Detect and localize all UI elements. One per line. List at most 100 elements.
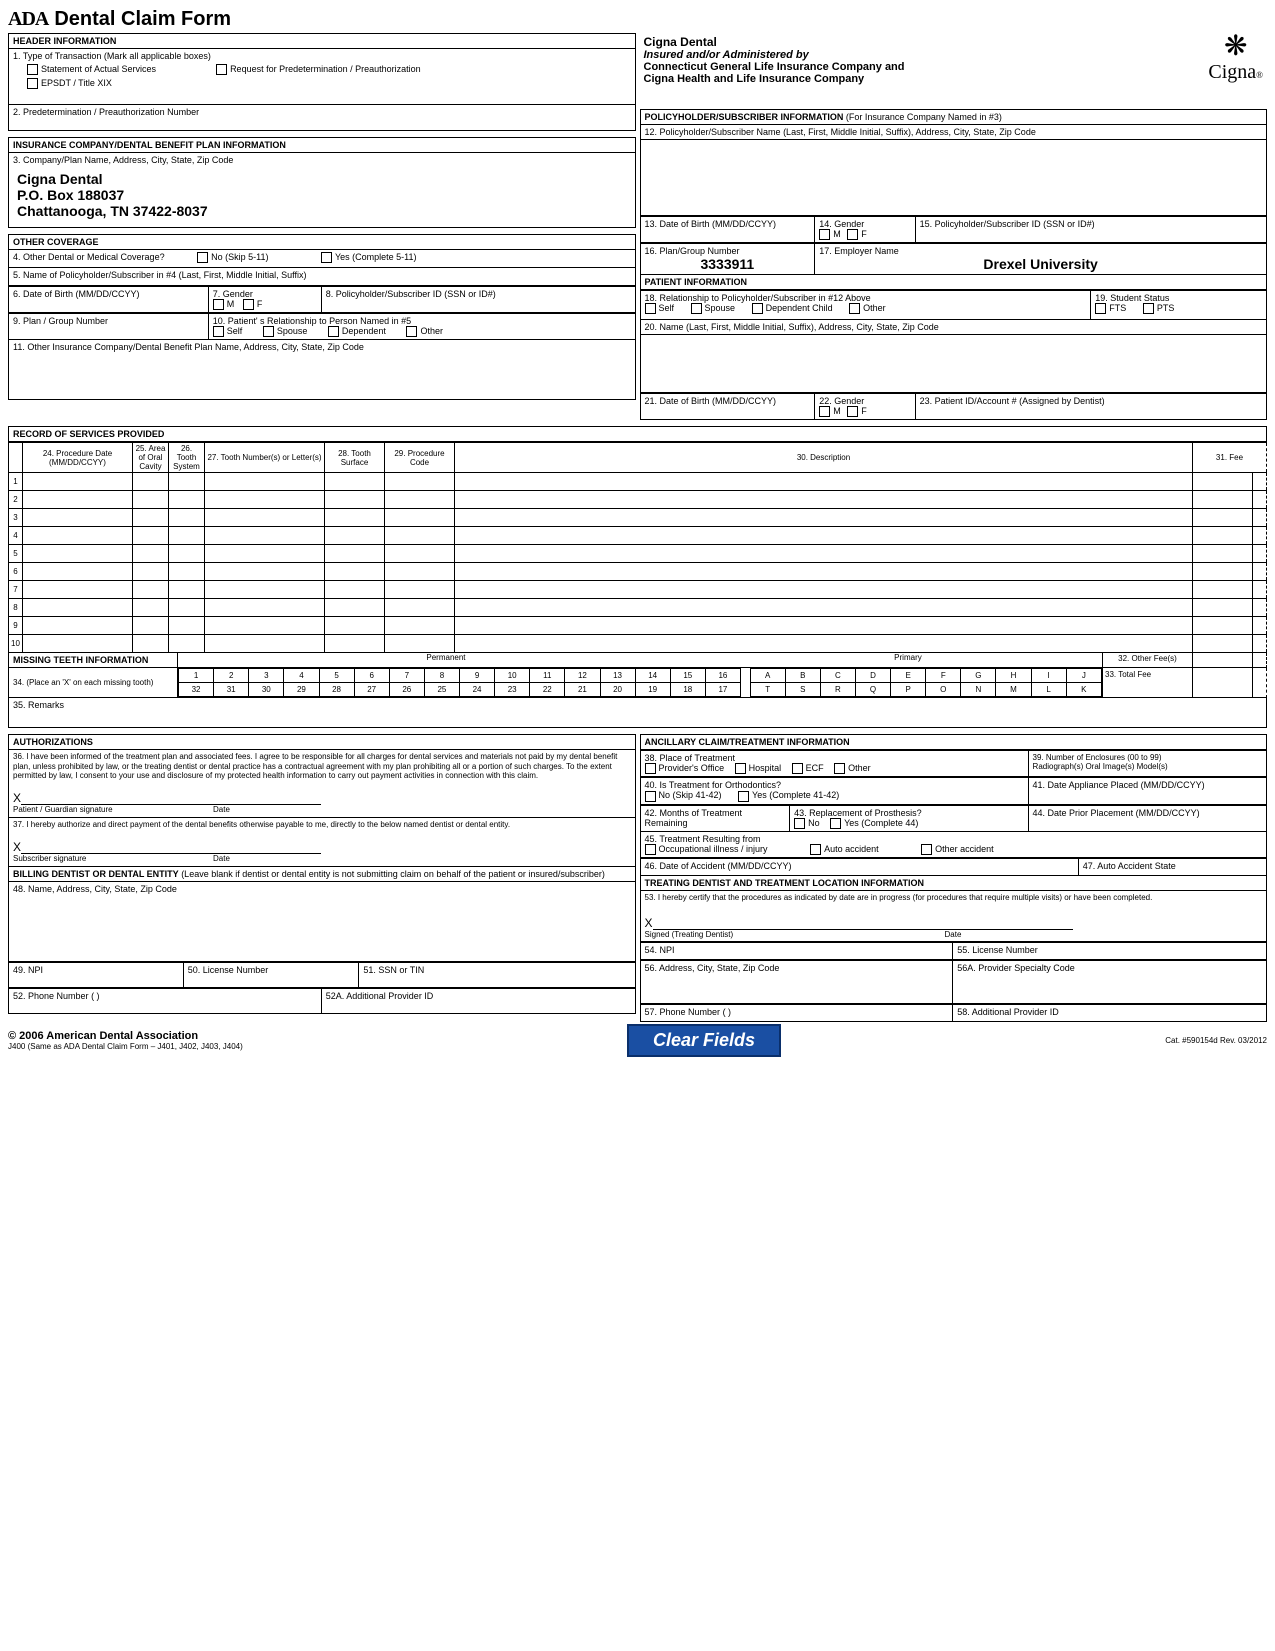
table-row[interactable]: 2 <box>9 491 1267 509</box>
chk-q22-m[interactable] <box>819 406 830 417</box>
chk-q45-other[interactable] <box>921 844 932 855</box>
chk-q19-fts[interactable] <box>1095 303 1106 314</box>
table-row[interactable]: 9 <box>9 617 1267 635</box>
treating-signature-line[interactable] <box>653 918 1073 930</box>
teeth-grid[interactable]: 12345678910111213141516ABCDEFGHIJ 323130… <box>178 668 1102 697</box>
chk-q10-spouse[interactable] <box>263 326 274 337</box>
clear-fields-button[interactable]: Clear Fields <box>627 1024 781 1057</box>
table-row[interactable]: 6 <box>9 563 1267 581</box>
table-row[interactable]: 1 <box>9 473 1267 491</box>
ins-plan-section-title: INSURANCE COMPANY/DENTAL BENEFIT PLAN IN… <box>8 137 636 153</box>
q46-box[interactable]: 46. Date of Accident (MM/DD/CCYY) <box>640 858 1079 876</box>
chk-q43-no[interactable] <box>794 818 805 829</box>
q5-box[interactable]: 5. Name of Policyholder/Subscriber in #4… <box>8 268 636 286</box>
chk-q43-yes[interactable] <box>830 818 841 829</box>
q16-label: 16. Plan/Group Number <box>645 246 811 256</box>
q48-box[interactable]: 48. Name, Address, City, State, Zip Code <box>8 882 636 962</box>
chk-q7-m[interactable] <box>213 299 224 310</box>
q11-box[interactable]: 11. Other Insurance Company/Dental Benef… <box>8 340 636 400</box>
q12-box[interactable] <box>640 140 1268 216</box>
chk-q18-other[interactable] <box>849 303 860 314</box>
chk-q10-other[interactable] <box>406 326 417 337</box>
q21-box[interactable]: 21. Date of Birth (MM/DD/CCYY) <box>640 393 816 420</box>
chk-q14-f[interactable] <box>847 229 858 240</box>
table-row[interactable]: 3 <box>9 509 1267 527</box>
q8-box[interactable]: 8. Policyholder/Subscriber ID (SSN or ID… <box>322 286 636 313</box>
table-row[interactable]: 4 <box>9 527 1267 545</box>
q2-box[interactable]: 2. Predetermination / Preauthorization N… <box>8 105 636 131</box>
permanent-label: Permanent <box>178 653 714 662</box>
chk-q10-dep[interactable] <box>328 326 339 337</box>
chk-actual-services[interactable] <box>27 64 38 75</box>
table-row[interactable]: 10 <box>9 635 1267 653</box>
chk-q38-office[interactable] <box>645 763 656 774</box>
plan-addr1: Cigna Dental <box>17 171 627 187</box>
chk-q38-hosp[interactable] <box>735 763 746 774</box>
chk-q19-pts[interactable] <box>1143 303 1154 314</box>
remarks-box[interactable]: 35. Remarks <box>8 698 1267 728</box>
chk-q38-ecf[interactable] <box>792 763 803 774</box>
q45-label: 45. Treatment Resulting from <box>645 834 1263 844</box>
q14-label: 14. Gender <box>819 219 910 229</box>
patient-signature-line[interactable] <box>21 793 321 805</box>
chk-q14-m[interactable] <box>819 229 830 240</box>
q58-box[interactable]: 58. Additional Provider ID <box>953 1004 1267 1022</box>
q51-box[interactable]: 51. SSN or TIN <box>359 962 635 988</box>
services-table: 24. Procedure Date (MM/DD/CCYY) 25. Area… <box>8 442 1267 653</box>
q23-box[interactable]: 23. Patient ID/Account # (Assigned by De… <box>916 393 1267 420</box>
chk-q45-occ[interactable] <box>645 844 656 855</box>
q47-box[interactable]: 47. Auto Accident State <box>1079 858 1267 876</box>
chk-q40-yes[interactable] <box>738 791 749 802</box>
chk-q10-self[interactable] <box>213 326 224 337</box>
q42-label: 42. Months of Treatment Remaining <box>645 808 743 828</box>
total-fee-box[interactable] <box>1193 668 1253 698</box>
other-fee-box[interactable] <box>1193 653 1253 668</box>
q13-box[interactable]: 13. Date of Birth (MM/DD/CCYY) <box>640 216 816 243</box>
chk-q18-depchild[interactable] <box>752 303 763 314</box>
table-row[interactable]: 7 <box>9 581 1267 599</box>
q57-box[interactable]: 57. Phone Number ( ) <box>640 1004 954 1022</box>
chk-othercov-no[interactable] <box>197 252 208 263</box>
q21-label: 21. Date of Birth (MM/DD/CCYY) <box>645 396 777 406</box>
chk-epsdt[interactable] <box>27 78 38 89</box>
q56-box[interactable]: 56. Address, City, State, Zip Code <box>640 960 954 1004</box>
q42-box[interactable]: 42. Months of Treatment Remaining <box>640 805 791 832</box>
q10-dep: Dependent <box>342 326 386 336</box>
q6-box[interactable]: 6. Date of Birth (MM/DD/CCYY) <box>8 286 209 313</box>
q17-label: 17. Employer Name <box>819 246 1262 256</box>
table-row[interactable]: 8 <box>9 599 1267 617</box>
q54-box[interactable]: 54. NPI <box>640 942 954 960</box>
chk-q38-other[interactable] <box>834 763 845 774</box>
q52-box[interactable]: 52. Phone Number ( ) <box>8 988 322 1014</box>
q52a-box[interactable]: 52A. Additional Provider ID <box>322 988 636 1014</box>
table-row[interactable]: 5 <box>9 545 1267 563</box>
subline: J400 (Same as ADA Dental Claim Form – J4… <box>8 1042 243 1051</box>
chk-q45-auto[interactable] <box>810 844 821 855</box>
chk-q40-no[interactable] <box>645 791 656 802</box>
subscriber-signature-line[interactable] <box>21 842 321 854</box>
q20-box[interactable] <box>640 335 1268 393</box>
q50-label: 50. License Number <box>188 965 269 975</box>
sig1-label: Patient / Guardian signature <box>13 805 213 815</box>
chk-q22-f[interactable] <box>847 406 858 417</box>
q52-label: 52. Phone Number <box>13 991 89 1001</box>
chk-q18-spouse[interactable] <box>691 303 702 314</box>
q44-box[interactable]: 44. Date Prior Placement (MM/DD/CCYY) <box>1029 805 1267 832</box>
primary-label: Primary <box>714 653 1102 662</box>
q9-box[interactable]: 9. Plan / Group Number <box>8 313 209 340</box>
q49-box[interactable]: 49. NPI <box>8 962 184 988</box>
q56a-box[interactable]: 56A. Provider Specialty Code <box>953 960 1267 1004</box>
q41-box[interactable]: 41. Date Appliance Placed (MM/DD/CCYY) <box>1029 777 1267 804</box>
chk-q18-self[interactable] <box>645 303 656 314</box>
chk-othercov-yes[interactable] <box>321 252 332 263</box>
q10-other: Other <box>420 326 443 336</box>
q50-box[interactable]: 50. License Number <box>184 962 360 988</box>
q55-label: 55. License Number <box>957 945 1038 955</box>
q55-box[interactable]: 55. License Number <box>953 942 1267 960</box>
q15-box[interactable]: 15. Policyholder/Subscriber ID (SSN or I… <box>916 216 1267 243</box>
chk-predetermination[interactable] <box>216 64 227 75</box>
q52a-label: 52A. Additional Provider ID <box>326 991 434 1001</box>
chk-q7-f[interactable] <box>243 299 254 310</box>
header-section-title: HEADER INFORMATION <box>8 33 636 49</box>
q12-label: 12. Policyholder/Subscriber Name (Last, … <box>640 125 1268 140</box>
